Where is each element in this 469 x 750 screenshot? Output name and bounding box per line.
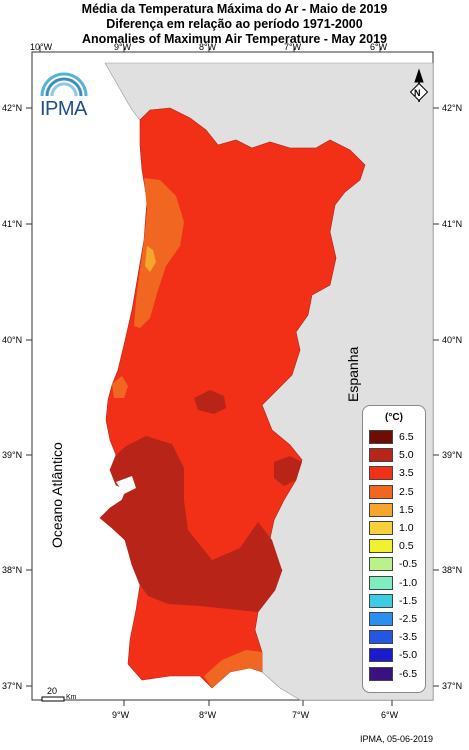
lat-label-41n-right: 41°N	[442, 219, 462, 229]
legend-swatch	[369, 484, 393, 499]
legend: (°C) 6.5 5.0 3.5 2.5 1.5 1.0 0.5 -0.5 -1.0 -1.5 -2…	[362, 405, 426, 693]
lon-label-9w: 9°W	[114, 42, 132, 52]
ipma-logo-icon	[40, 72, 88, 97]
legend-label: 5.0	[399, 449, 414, 462]
lat-label-41n: 41°N	[2, 219, 22, 229]
legend-swatch	[369, 539, 393, 554]
legend-swatch	[369, 575, 393, 590]
lat-label-42n: 42°N	[2, 103, 22, 113]
credit-text: IPMA, 05-06-2019	[359, 734, 433, 744]
country-label: Espanha	[345, 347, 361, 402]
scale-bar	[41, 696, 65, 702]
lat-label-38n-right: 38°N	[442, 565, 462, 575]
legend-item: 0.5	[369, 539, 425, 554]
lat-label-40n-right: 40°N	[442, 335, 462, 345]
anomaly-zone-aveiro	[145, 246, 156, 272]
lon-label-9w-bottom: 9°W	[112, 710, 130, 720]
legend-item: 5.0	[369, 448, 425, 463]
lon-label-8w: 8°W	[199, 42, 217, 52]
anomaly-zone-algarve	[204, 650, 262, 688]
legend-item: -0.5	[369, 557, 425, 572]
lon-label-10w: 10°W	[30, 42, 53, 52]
legend-label: 0.5	[399, 540, 414, 553]
title-line-2: Diferença em relação ao período 1971-200…	[106, 17, 363, 31]
legend-item: -1.0	[369, 575, 425, 591]
scale-bar-unit: Km	[66, 694, 77, 701]
legend-swatch	[369, 648, 393, 663]
legend-item: -2.5	[369, 612, 425, 627]
legend-item: 6.5	[369, 430, 425, 445]
legend-label: -5.0	[399, 649, 418, 662]
legend-title: (°C)	[385, 412, 403, 423]
lon-label-6w: 6°W	[370, 42, 388, 52]
lat-label-37n: 37°N	[2, 681, 22, 691]
legend-label: -6.5	[399, 667, 418, 680]
legend-swatch	[369, 466, 393, 481]
legend-swatch	[369, 430, 393, 444]
lat-label-40n: 40°N	[2, 335, 22, 345]
legend-item: -6.5	[369, 666, 425, 682]
legend-label: -3.5	[399, 631, 418, 644]
ocean-label: Oceano Atlântico	[49, 442, 65, 548]
legend-label: 3.5	[399, 467, 414, 480]
legend-swatch	[369, 593, 393, 608]
legend-label: 1.0	[399, 522, 414, 534]
anomaly-zone-coast-center	[112, 376, 128, 398]
lat-label-39n: 39°N	[2, 450, 22, 460]
graticule-ticks	[26, 46, 439, 706]
scale-bar-value: 20	[47, 686, 58, 696]
anomaly-zone-center	[194, 390, 226, 414]
legend-swatch	[369, 666, 393, 681]
lat-label-42n-right: 42°N	[442, 103, 462, 113]
legend-item: -3.5	[369, 630, 425, 645]
legend-item: 3.5	[369, 466, 425, 481]
lon-label-7w: 7°W	[284, 42, 302, 52]
ipma-logo-text: IPMA	[40, 98, 87, 120]
legend-swatch	[369, 448, 393, 463]
legend-swatch	[369, 502, 393, 517]
legend-swatch	[369, 521, 393, 535]
map-title: Média da Temperatura Máxima do Ar - Maio…	[0, 2, 469, 47]
legend-item: 2.5	[369, 484, 425, 500]
legend-item: 1.0	[369, 521, 425, 536]
legend-label: -2.5	[399, 613, 418, 625]
legend-item: -1.5	[369, 593, 425, 609]
anomaly-zone-east	[274, 456, 302, 486]
anomaly-zone-south	[100, 436, 282, 612]
lon-label-6w-bottom: 6°W	[381, 710, 399, 720]
legend-label: -1.0	[399, 576, 418, 589]
legend-swatch	[369, 557, 393, 572]
anomaly-zone-coast-north	[134, 178, 184, 328]
legend-label: 2.5	[399, 485, 414, 498]
north-arrow-icon: N	[409, 68, 429, 102]
lat-label-38n: 38°N	[2, 565, 22, 575]
tagus-estuary	[116, 476, 136, 494]
lat-label-37n-right: 37°N	[442, 681, 462, 691]
svg-text:N: N	[414, 88, 421, 98]
title-line-3: Anomalies of Maximum Air Temperature - M…	[82, 32, 387, 46]
legend-label: 6.5	[399, 431, 414, 443]
legend-label: -0.5	[399, 558, 418, 571]
lat-label-39n-right: 39°N	[442, 450, 462, 460]
legend-item: 1.5	[369, 502, 425, 518]
legend-label: -1.5	[399, 594, 418, 607]
legend-swatch	[369, 612, 393, 626]
lon-label-7w-bottom: 7°W	[292, 710, 310, 720]
lon-label-8w-bottom: 8°W	[199, 710, 217, 720]
title-line-1: Média da Temperatura Máxima do Ar - Maio…	[81, 2, 388, 16]
legend-label: 1.5	[399, 503, 414, 516]
legend-swatch	[369, 630, 393, 645]
legend-item: -5.0	[369, 648, 425, 663]
